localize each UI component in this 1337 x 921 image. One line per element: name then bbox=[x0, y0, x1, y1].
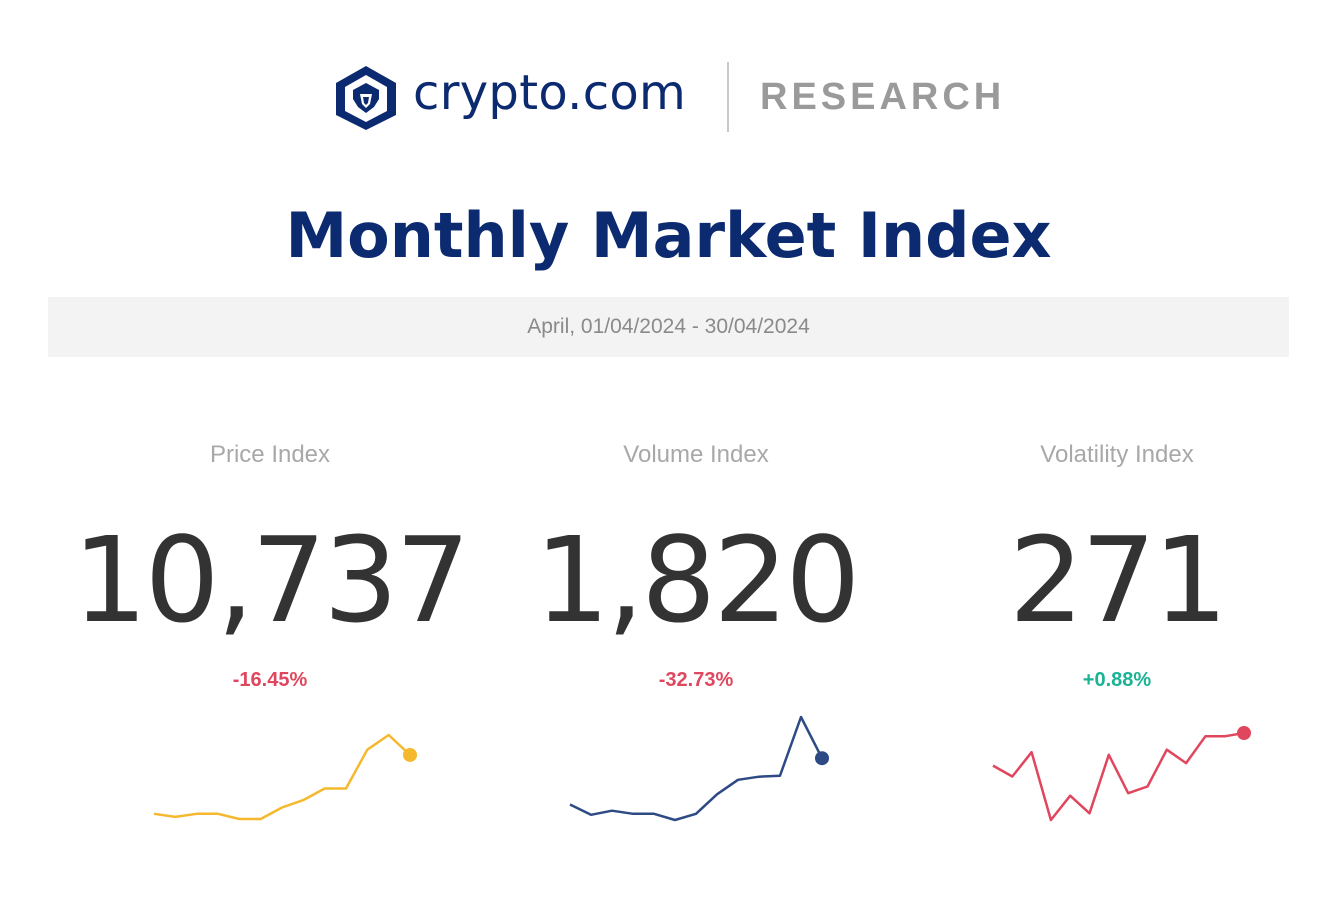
sparkline-path bbox=[153, 733, 411, 821]
sparkline-end-dot bbox=[403, 747, 417, 762]
sparkline-end-dot bbox=[815, 751, 829, 766]
price-index-change: -16.45% bbox=[232, 669, 308, 691]
volume-index-card: Volume Index 1,820 -32.73% bbox=[476, 430, 916, 850]
volatility-index-sparkline bbox=[992, 726, 1251, 822]
volume-index-label: Volume Index bbox=[623, 441, 769, 468]
volume-index-change: -32.73% bbox=[658, 669, 734, 691]
volatility-index-value: 271 bbox=[1008, 511, 1228, 649]
price-index-card: Price Index 10,737 -16.45% bbox=[50, 430, 490, 850]
sparkline-end-dot bbox=[1237, 726, 1251, 740]
page-title: Monthly Market Index bbox=[285, 199, 1052, 272]
price-index-sparkline bbox=[153, 733, 417, 821]
brand-header: crypto.com RESEARCH bbox=[0, 56, 1337, 136]
date-range-bar: April, 01/04/2024 - 30/04/2024 bbox=[48, 297, 1289, 357]
price-index-label: Price Index bbox=[209, 441, 331, 468]
sparkline-path bbox=[992, 731, 1245, 822]
brand-name: crypto.com bbox=[413, 65, 687, 121]
volatility-index-card: Volatility Index 271 +0.88% bbox=[897, 430, 1337, 850]
crypto-lion-shield-icon bbox=[336, 66, 396, 130]
price-index-value: 10,737 bbox=[72, 511, 471, 649]
volume-index-value: 1,820 bbox=[534, 511, 861, 649]
volume-index-sparkline bbox=[569, 715, 829, 822]
volatility-index-change: +0.88% bbox=[1082, 669, 1152, 691]
research-label: RESEARCH bbox=[760, 76, 1006, 118]
sparkline-path bbox=[569, 715, 824, 822]
brand-divider bbox=[727, 62, 729, 132]
volatility-index-label: Volatility Index bbox=[1040, 441, 1194, 468]
date-range-text: April, 01/04/2024 - 30/04/2024 bbox=[527, 315, 810, 338]
